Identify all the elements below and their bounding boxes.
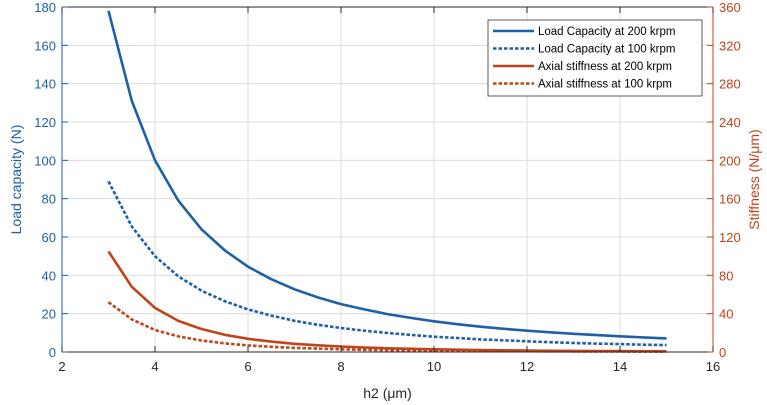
x-tick-label: 8 bbox=[337, 359, 344, 374]
right-y-tick-label: 80 bbox=[719, 268, 733, 283]
left-y-tick-label: 120 bbox=[34, 115, 56, 130]
x-tick-label: 14 bbox=[613, 359, 627, 374]
left-y-tick-label: 80 bbox=[42, 192, 56, 207]
x-tick-label: 12 bbox=[520, 359, 534, 374]
legend-label-2: Load Capacity at 100 krpm bbox=[538, 44, 675, 56]
legend: Load Capacity at 200 krpm Load Capacity a… bbox=[487, 19, 703, 97]
ticks: 2 4 6 8 10 12 14 160204060801001201401601800408… bbox=[34, 0, 740, 374]
left-y-tick-label: 60 bbox=[42, 230, 56, 245]
right-y-axis-label: Stiffness (N/μm) bbox=[746, 129, 762, 229]
series-line-2 bbox=[107, 180, 667, 347]
left-y-tick-label: 140 bbox=[34, 77, 56, 92]
x-tick-label: 2 bbox=[58, 359, 65, 374]
right-y-tick-label: 40 bbox=[719, 307, 733, 322]
right-y-tick-label: 360 bbox=[719, 0, 741, 15]
left-y-tick-label: 40 bbox=[42, 268, 56, 283]
left-y-tick-label: 180 bbox=[34, 0, 56, 15]
left-y-tick-label: 100 bbox=[34, 153, 56, 168]
right-y-tick-label: 120 bbox=[719, 230, 741, 245]
series-layer bbox=[107, 10, 667, 353]
x-tick-label: 6 bbox=[244, 359, 251, 374]
series-line-1 bbox=[107, 10, 667, 340]
x-tick-label: 4 bbox=[151, 359, 158, 374]
legend-label-1: Load Capacity at 200 krpm bbox=[538, 26, 675, 38]
right-y-tick-label: 280 bbox=[719, 77, 741, 92]
legend-label-4: Axial stiffness at 100 krpm bbox=[538, 79, 672, 91]
x-axis-label: h2 (μm) bbox=[363, 385, 412, 401]
left-y-tick-label: 160 bbox=[34, 38, 56, 53]
series-line-4 bbox=[107, 301, 667, 353]
left-y-axis-label: Load capacity (N) bbox=[8, 125, 24, 235]
left-y-tick-label: 0 bbox=[49, 345, 56, 360]
left-y-tick-label: 20 bbox=[42, 307, 56, 322]
right-y-tick-label: 240 bbox=[719, 115, 741, 130]
x-tick-label: 16 bbox=[706, 359, 720, 374]
x-tick-label: 10 bbox=[427, 359, 441, 374]
right-y-tick-label: 320 bbox=[719, 38, 741, 53]
legend-label-3: Axial stiffness at 200 krpm bbox=[538, 61, 672, 73]
right-y-tick-label: 160 bbox=[719, 192, 741, 207]
right-y-tick-label: 200 bbox=[719, 153, 741, 168]
axes bbox=[61, 6, 714, 353]
grid bbox=[62, 7, 713, 352]
right-y-tick-label: 0 bbox=[719, 345, 726, 360]
